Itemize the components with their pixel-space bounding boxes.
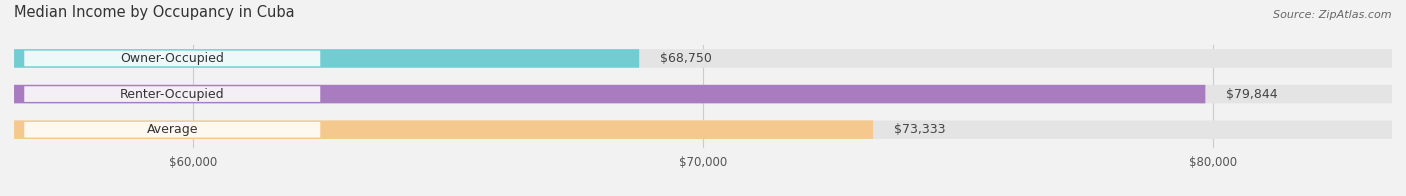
Text: $68,750: $68,750	[659, 52, 711, 65]
FancyBboxPatch shape	[14, 49, 640, 68]
Text: Source: ZipAtlas.com: Source: ZipAtlas.com	[1274, 10, 1392, 20]
Text: Owner-Occupied: Owner-Occupied	[121, 52, 224, 65]
Text: $73,333: $73,333	[893, 123, 945, 136]
Text: Average: Average	[146, 123, 198, 136]
FancyBboxPatch shape	[14, 49, 1392, 68]
Text: $79,844: $79,844	[1226, 88, 1278, 101]
Text: Renter-Occupied: Renter-Occupied	[120, 88, 225, 101]
Text: Median Income by Occupancy in Cuba: Median Income by Occupancy in Cuba	[14, 5, 295, 20]
FancyBboxPatch shape	[14, 121, 873, 139]
FancyBboxPatch shape	[14, 85, 1392, 103]
FancyBboxPatch shape	[24, 122, 321, 138]
FancyBboxPatch shape	[14, 121, 1392, 139]
FancyBboxPatch shape	[14, 85, 1205, 103]
FancyBboxPatch shape	[24, 51, 321, 66]
FancyBboxPatch shape	[24, 86, 321, 102]
